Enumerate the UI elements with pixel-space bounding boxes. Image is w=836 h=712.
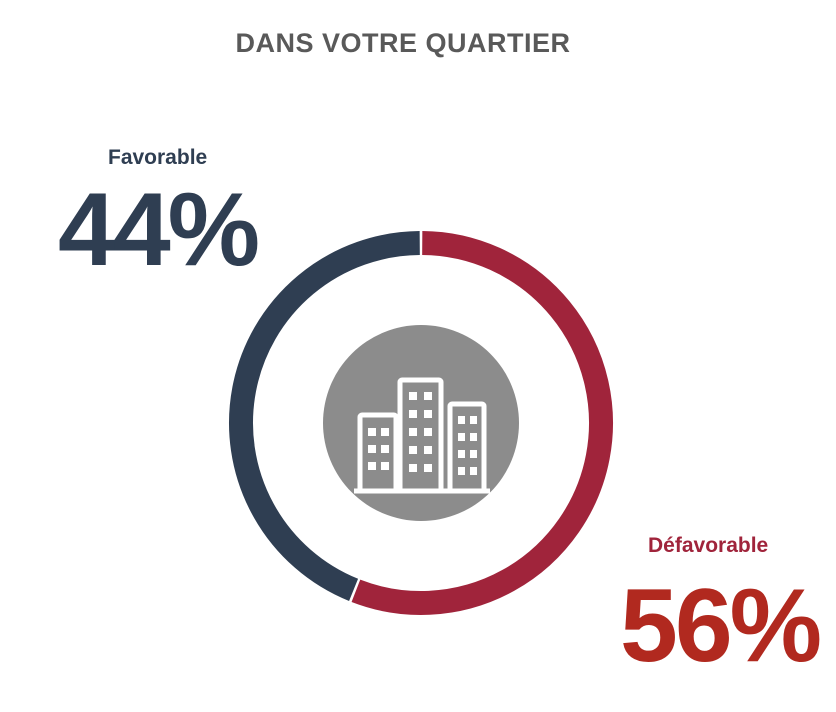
chart-title: DANS VOTRE QUARTIER: [235, 28, 571, 58]
defavorable-label: Défavorable: [648, 534, 769, 557]
favorable-value: 44%: [58, 172, 260, 288]
buildings-icon: [354, 377, 490, 494]
donut-slice-favorable: [229, 231, 420, 602]
building-windows: [368, 392, 477, 475]
donut-slices: [229, 231, 613, 615]
donut-slice-dfavorable: [351, 231, 613, 615]
center-icon-group: [323, 325, 519, 521]
favorable-label: Favorable: [108, 146, 208, 169]
defavorable-value: 56%: [620, 568, 822, 684]
